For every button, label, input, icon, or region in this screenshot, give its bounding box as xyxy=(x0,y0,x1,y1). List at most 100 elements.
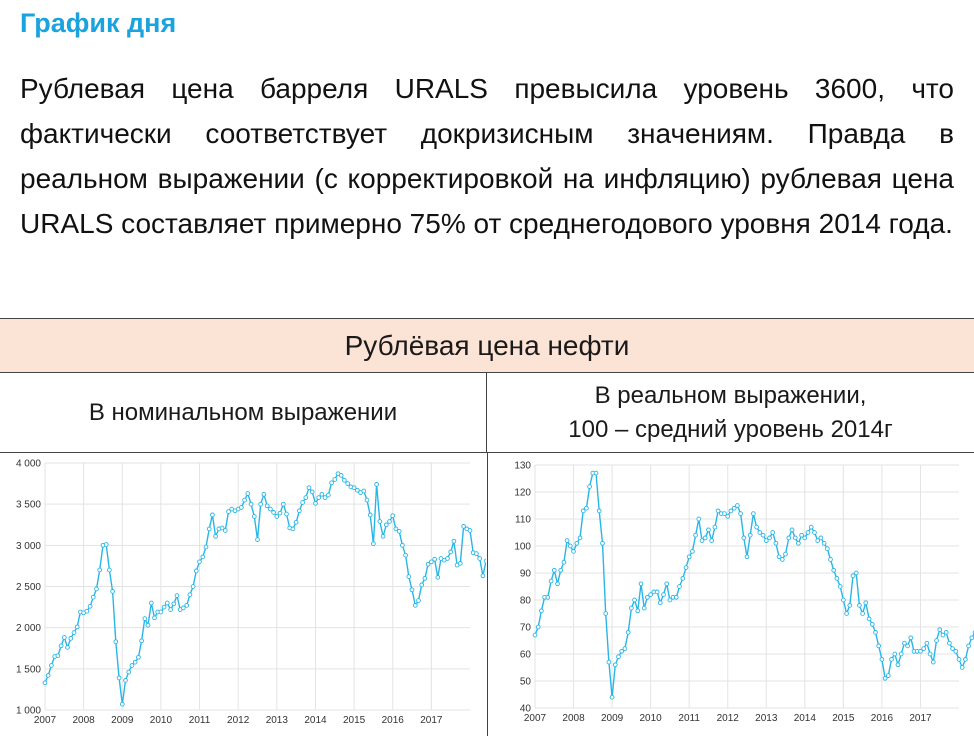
x-tick-label: 2007 xyxy=(34,715,57,726)
data-point xyxy=(103,542,109,547)
data-point xyxy=(715,508,721,514)
lead-paragraph: Рублевая цена барреля URALS превысила ур… xyxy=(20,73,954,239)
x-tick-label: 2008 xyxy=(73,715,96,726)
data-point xyxy=(779,557,785,562)
data-point xyxy=(956,657,962,662)
data-point xyxy=(747,532,753,538)
y-tick-label: 1 500 xyxy=(16,664,41,675)
data-point xyxy=(119,701,125,707)
data-point xyxy=(161,604,167,610)
nominal-price-chart: 1 000 1 500 2 000 2 500 3 000 3 500 4 000 2007 2… xyxy=(16,459,486,726)
data-point xyxy=(123,678,128,683)
data-point xyxy=(561,559,567,565)
data-point xyxy=(148,600,154,606)
data-point xyxy=(863,600,869,606)
data-point xyxy=(403,552,408,558)
data-point xyxy=(641,605,647,611)
data-point xyxy=(297,508,302,514)
data-point xyxy=(367,512,373,518)
data-point xyxy=(744,554,750,560)
data-point xyxy=(226,509,231,514)
data-point xyxy=(796,540,801,546)
data-point xyxy=(97,567,103,573)
data-point xyxy=(361,488,367,494)
data-point xyxy=(419,582,425,588)
data-point xyxy=(219,525,225,531)
data-point xyxy=(619,648,625,654)
x-tick-label: 2012 xyxy=(717,713,740,724)
data-point xyxy=(812,530,817,535)
data-point xyxy=(193,568,199,574)
y-tick-label: 2 500 xyxy=(16,582,41,593)
data-point xyxy=(953,648,959,654)
data-point xyxy=(876,643,882,649)
data-point xyxy=(889,657,894,662)
data-point xyxy=(680,576,686,581)
data-point xyxy=(306,485,312,491)
x-tick-label: 2014 xyxy=(304,715,327,726)
data-point xyxy=(625,630,631,635)
data-point xyxy=(696,516,702,522)
data-point xyxy=(65,645,70,650)
data-point xyxy=(84,608,90,614)
data-point xyxy=(374,482,379,487)
page-title: График дня xyxy=(20,8,177,38)
data-point xyxy=(158,609,164,615)
data-point xyxy=(483,558,486,564)
data-point xyxy=(551,567,557,573)
data-point xyxy=(593,470,599,476)
data-point xyxy=(596,508,602,514)
data-point xyxy=(786,535,792,541)
y-tick-label: 60 xyxy=(520,650,532,661)
data-point xyxy=(474,551,479,556)
data-point xyxy=(213,533,218,539)
data-point xyxy=(313,500,318,506)
data-point xyxy=(74,624,80,630)
data-point xyxy=(264,503,270,509)
data-point xyxy=(664,581,670,587)
data-point xyxy=(110,589,115,594)
data-point xyxy=(831,567,837,573)
data-point xyxy=(132,659,138,665)
chart-table: Рублёвая цена нефти В номинальном выраже… xyxy=(0,318,974,736)
data-point xyxy=(416,598,421,603)
data-point xyxy=(171,601,177,607)
data-point xyxy=(712,524,718,530)
data-point xyxy=(351,485,357,491)
left-column-header: В номинальном выражении xyxy=(0,373,487,453)
data-point xyxy=(58,643,64,649)
right-column-header-line-2: 100 – средний уровень 2014г xyxy=(568,415,893,443)
data-point xyxy=(574,540,580,546)
data-point xyxy=(116,675,122,681)
data-point xyxy=(850,573,856,579)
data-point xyxy=(371,541,376,547)
data-point xyxy=(168,607,173,612)
y-tick-label: 3 500 xyxy=(16,500,41,511)
data-point xyxy=(735,503,740,508)
data-point xyxy=(892,651,898,657)
data-point xyxy=(535,624,541,630)
data-point xyxy=(770,530,776,535)
data-point xyxy=(873,630,878,635)
data-point xyxy=(722,511,727,516)
data-point xyxy=(94,586,99,592)
data-point xyxy=(567,543,573,549)
data-point xyxy=(577,535,583,541)
data-point xyxy=(387,519,392,524)
data-point xyxy=(776,554,782,560)
data-point xyxy=(200,554,206,560)
data-point xyxy=(181,605,186,611)
data-point xyxy=(853,570,859,576)
data-point xyxy=(277,510,283,516)
data-point xyxy=(760,532,766,538)
data-point xyxy=(248,501,254,507)
data-point xyxy=(345,481,351,486)
data-point xyxy=(937,627,943,633)
data-point xyxy=(319,491,325,497)
data-point xyxy=(754,524,759,530)
data-point xyxy=(548,578,554,584)
data-point xyxy=(126,669,132,675)
data-point xyxy=(164,600,170,606)
left-column-header-text: В номинальном выражении xyxy=(88,398,398,426)
data-point xyxy=(947,640,952,646)
